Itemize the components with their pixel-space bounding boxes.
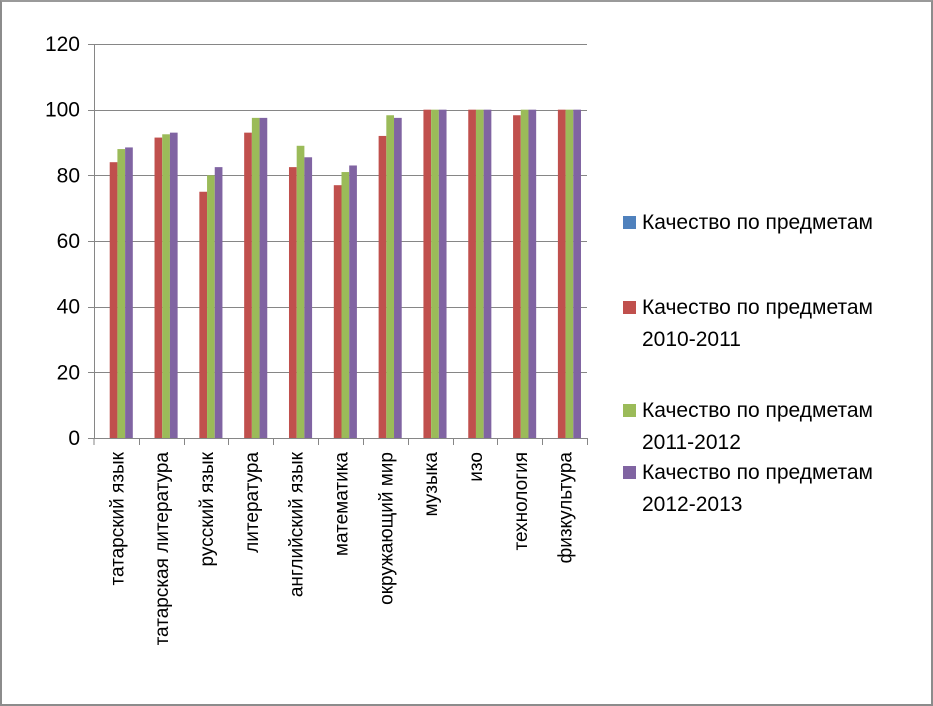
bar bbox=[244, 132, 252, 438]
x-category-label: татарский язык bbox=[107, 451, 128, 585]
y-tick-label: 120 bbox=[45, 33, 80, 56]
x-category-label: русский язык bbox=[197, 451, 218, 566]
x-category-label: физкультура bbox=[556, 452, 577, 564]
bar bbox=[341, 172, 350, 439]
bar bbox=[162, 134, 170, 438]
bar bbox=[557, 109, 566, 439]
axis-labels: 0 20 40 60 80 100 120 татарский язык татарская л… bbox=[45, 33, 577, 645]
legend-label: Качество по предметам 2011-2012 bbox=[642, 399, 873, 454]
y-tick-label: 20 bbox=[57, 361, 80, 384]
x-category-label: технология bbox=[511, 452, 532, 550]
legend-swatch bbox=[623, 216, 636, 229]
legend-entry: Качество по предметам 2010-2011 bbox=[622, 292, 927, 356]
y-tick-label: 100 bbox=[45, 99, 80, 122]
bar bbox=[304, 157, 313, 438]
y-tick-label: 60 bbox=[57, 230, 80, 253]
y-tick-label: 80 bbox=[57, 164, 80, 187]
bar bbox=[423, 109, 432, 439]
bar bbox=[483, 109, 492, 439]
legend-label: Качество по предметам 2012-2013 bbox=[642, 461, 873, 516]
bar bbox=[394, 117, 402, 438]
bar bbox=[386, 115, 395, 438]
legend-swatch bbox=[623, 466, 636, 479]
bar bbox=[288, 167, 297, 438]
bar bbox=[520, 109, 529, 439]
bar bbox=[214, 167, 223, 438]
bar bbox=[468, 109, 476, 439]
bars bbox=[109, 109, 581, 439]
bar bbox=[349, 165, 357, 438]
legend-label: Качество по предметам bbox=[642, 211, 873, 234]
y-tick-label: 40 bbox=[57, 296, 80, 319]
bar bbox=[259, 117, 268, 438]
x-category-label: литература bbox=[242, 452, 263, 553]
bar bbox=[154, 137, 163, 438]
axes bbox=[88, 44, 588, 445]
x-category-label: музыка bbox=[421, 452, 442, 517]
bar bbox=[378, 135, 387, 438]
bar bbox=[207, 175, 215, 439]
legend-label: Качество по предметам 2010-2011 bbox=[642, 296, 873, 351]
bar bbox=[528, 109, 537, 439]
legend-swatch bbox=[623, 404, 636, 417]
x-category-label: изо bbox=[466, 452, 487, 482]
bar bbox=[475, 109, 484, 439]
bar bbox=[573, 109, 581, 439]
bar bbox=[251, 117, 260, 438]
y-tick-label: 0 bbox=[68, 427, 80, 450]
bar bbox=[333, 185, 342, 438]
x-category-label: окружающий мир bbox=[376, 452, 397, 605]
legend-swatch bbox=[623, 301, 636, 314]
bar bbox=[296, 145, 305, 439]
bar bbox=[513, 115, 521, 438]
x-category-label: татарская литература bbox=[152, 452, 173, 646]
bar bbox=[125, 147, 133, 439]
legend-entry: Качество по предметам bbox=[622, 207, 927, 239]
bar bbox=[117, 149, 126, 439]
legend-entry: Качество по предметам 2012-2013 bbox=[622, 457, 927, 521]
legend-entry: Качество по предметам 2011-2012 bbox=[622, 395, 927, 459]
x-category-label: математика bbox=[332, 452, 353, 557]
bar bbox=[431, 109, 439, 439]
bar bbox=[565, 109, 574, 439]
bar bbox=[109, 162, 118, 438]
bar bbox=[169, 132, 178, 438]
bar bbox=[438, 109, 447, 439]
bar bbox=[199, 191, 208, 438]
x-category-label: английский язык bbox=[287, 451, 308, 597]
